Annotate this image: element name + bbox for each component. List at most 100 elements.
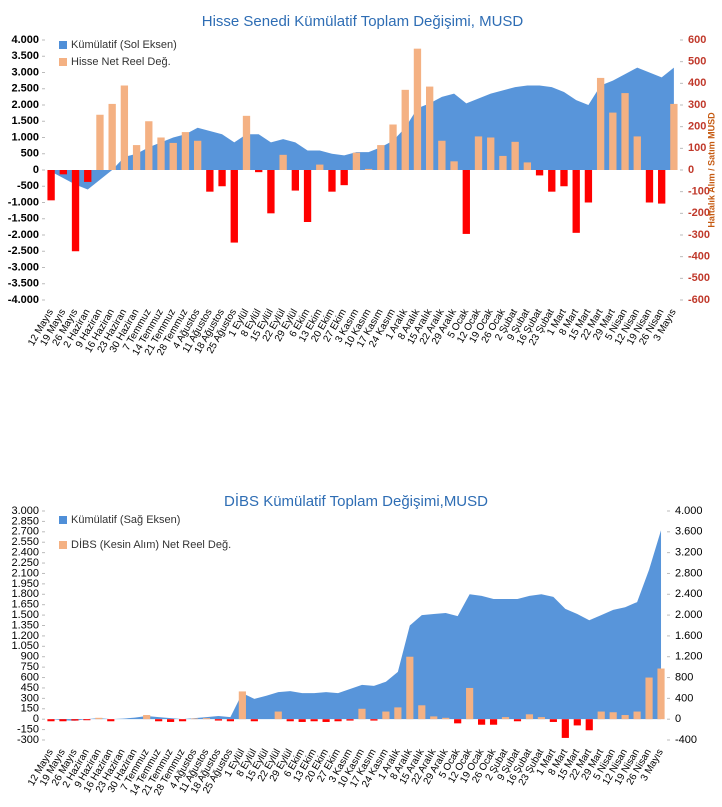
bar	[279, 154, 287, 170]
bar	[202, 718, 211, 720]
bar	[358, 708, 366, 720]
bar	[178, 719, 187, 722]
bar	[181, 132, 190, 170]
bar	[120, 85, 129, 170]
bar	[47, 170, 55, 201]
bar	[489, 719, 498, 725]
y-tick-label: 4.000	[11, 34, 39, 46]
bar	[377, 145, 385, 170]
bar	[310, 719, 318, 722]
bar	[406, 656, 414, 720]
y2-tick-label: 1.200	[675, 651, 703, 663]
y2-tick-label: -100	[688, 186, 710, 198]
y-tick-label: 1.650	[11, 599, 39, 611]
y2-tick-label: -600	[688, 294, 710, 306]
y-tick-label: 3.000	[11, 66, 39, 78]
bar	[609, 112, 617, 170]
bar	[59, 719, 67, 722]
y2-tick-label: 800	[675, 671, 693, 683]
y-tick-label: 2.700	[11, 526, 39, 538]
y-tick-label: 1.200	[11, 630, 39, 642]
bar	[657, 668, 665, 720]
y2-axis-label: Haftalık Alım / Satım MUSD	[706, 112, 716, 228]
y2-tick-label: -200	[688, 207, 710, 219]
bar	[487, 137, 495, 170]
legend-swatch	[59, 516, 67, 524]
bar	[364, 168, 373, 170]
y-tick-label: 2.100	[11, 567, 39, 579]
bar	[670, 103, 678, 170]
bar	[596, 77, 605, 170]
y-tick-label: 750	[21, 661, 39, 673]
bar	[584, 170, 593, 203]
y2-tick-label: 100	[688, 142, 706, 154]
bar	[621, 93, 629, 170]
bar	[523, 162, 532, 170]
bar	[535, 170, 544, 176]
bar	[549, 719, 557, 722]
bar	[155, 719, 163, 722]
bar	[169, 142, 177, 170]
y-tick-label: 3.500	[11, 50, 39, 62]
bar	[430, 716, 438, 720]
chart-title: DİBS Kümülatif Toplam Değişimi,MUSD	[224, 492, 488, 510]
bar	[298, 719, 306, 722]
y2-tick-label: 0	[675, 713, 681, 725]
bar	[645, 170, 654, 203]
bar	[450, 161, 458, 170]
bar	[322, 719, 330, 722]
y-tick-label: 900	[21, 651, 39, 663]
y-tick-label: 2.500	[11, 83, 39, 95]
y2-tick-label: 3.200	[675, 547, 703, 559]
bar	[561, 719, 569, 738]
legend-swatch	[59, 41, 67, 49]
bar	[426, 86, 434, 170]
bar	[633, 136, 641, 170]
bar	[413, 48, 422, 170]
y-tick-label: 2.550	[11, 536, 39, 548]
y-tick-label: -300	[17, 734, 39, 746]
bar	[255, 170, 263, 173]
bar	[513, 719, 522, 722]
y-tick-label: -4.000	[8, 294, 39, 306]
y-tick-label: -2.500	[8, 245, 39, 257]
bar	[95, 717, 103, 720]
legend-label: Kümülatif (Sol Eksen)	[71, 39, 177, 51]
bar	[394, 707, 402, 720]
y-tick-label: 3.000	[11, 505, 39, 517]
bar	[226, 719, 234, 722]
legend-label: Hisse Net Reel Değ.	[71, 56, 171, 68]
y2-tick-label: 300	[688, 99, 706, 111]
y2-tick-label: -500	[688, 272, 710, 284]
y-tick-label: 1.500	[11, 609, 39, 621]
bar	[478, 719, 486, 725]
y2-tick-label: 600	[688, 34, 706, 46]
y-tick-label: -3.000	[8, 261, 39, 273]
chart-title: Hisse Senedi Kümülatif Toplam Değişimi, …	[202, 13, 524, 30]
bar	[597, 711, 605, 720]
y-tick-label: 2.850	[11, 515, 39, 527]
bar	[346, 719, 354, 721]
bar	[658, 170, 666, 204]
bar	[645, 677, 653, 720]
y2-tick-label: 500	[688, 56, 706, 68]
bar	[328, 170, 336, 192]
bar	[609, 712, 617, 720]
bar	[84, 170, 92, 182]
bar	[316, 164, 324, 170]
y2-tick-label: 2.000	[675, 609, 703, 621]
bar	[83, 719, 91, 721]
bar	[267, 170, 275, 214]
bar	[157, 137, 165, 170]
bar	[499, 155, 507, 170]
bar	[96, 114, 104, 170]
bar	[47, 719, 55, 722]
bar	[352, 152, 361, 170]
y2-tick-label: 3.600	[675, 526, 703, 538]
y-tick-label: 450	[21, 682, 39, 694]
y2-tick-label: 400	[675, 692, 693, 704]
y-tick-label: -500	[17, 180, 39, 192]
bar	[511, 141, 519, 170]
bar	[466, 687, 474, 720]
y-tick-label: 1.800	[11, 588, 39, 600]
